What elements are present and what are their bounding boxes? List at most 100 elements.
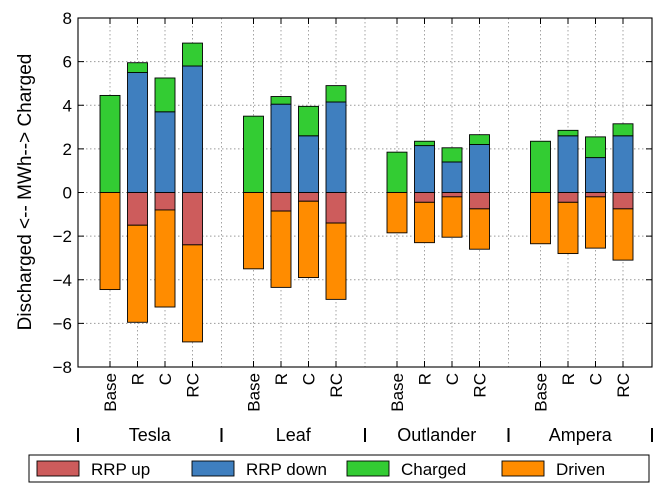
bar-driven — [127, 224, 148, 323]
x-tick-label: Base — [532, 373, 551, 412]
x-tick-label: Base — [101, 373, 120, 412]
bar-rrp-down — [612, 135, 634, 193]
y-tick-label: −4 — [53, 271, 72, 290]
bar-charged — [557, 129, 579, 137]
bar-driven — [386, 192, 408, 234]
bar-driven — [325, 222, 347, 300]
legend-label: Driven — [556, 460, 605, 479]
bar-driven — [99, 192, 121, 291]
y-tick-label: 8 — [63, 9, 72, 28]
legend: RRP up RRP down Charged Driven — [28, 454, 650, 483]
bar-driven — [585, 196, 606, 249]
bars — [99, 42, 634, 343]
bar-rrp-up — [182, 192, 203, 246]
x-tick-label: Base — [245, 373, 264, 412]
x-tick-label: C — [300, 373, 319, 385]
bar-rrp-up — [325, 192, 347, 224]
bar-rrp-up — [612, 192, 634, 210]
y-tick-label: 2 — [63, 140, 72, 159]
x-tick-label: RC — [184, 373, 203, 398]
bar-charged — [585, 136, 606, 159]
legend-frame — [28, 454, 650, 483]
bar-charged — [414, 140, 435, 147]
y-tick-label: 0 — [63, 184, 72, 203]
y-tick-label: 4 — [63, 96, 72, 115]
y-tick-label: 6 — [63, 53, 72, 72]
bar-driven — [469, 208, 490, 250]
x-tick-label: RC — [471, 373, 490, 398]
x-tick-label: Base — [388, 373, 407, 412]
x-tick-label: C — [443, 373, 462, 385]
bar-rrp-up — [298, 192, 319, 202]
bar-charged — [154, 77, 176, 113]
bar-charged — [612, 123, 634, 137]
x-tick-label: RC — [327, 373, 346, 398]
bar-rrp-up — [557, 192, 579, 203]
bar-driven — [182, 244, 203, 343]
group-label: Tesla — [129, 425, 172, 445]
group-label: Leaf — [276, 425, 312, 445]
bar-rrp-up — [441, 192, 463, 198]
bar-rrp-up — [127, 192, 148, 226]
y-tick-label: −6 — [53, 314, 72, 333]
bar-driven — [414, 201, 435, 244]
y-tick-label: −2 — [53, 227, 72, 246]
bar-rrp-down — [182, 65, 203, 193]
x-tick-label: C — [156, 373, 175, 385]
bar-rrp-up — [154, 192, 176, 211]
group-label: Outlander — [397, 425, 476, 445]
legend-label: Charged — [401, 460, 466, 479]
legend-swatch — [36, 460, 80, 477]
bar-driven — [154, 209, 176, 308]
bar-charged — [325, 85, 347, 103]
x-tick-label: R — [129, 373, 148, 385]
bar-driven — [612, 208, 634, 261]
bar-driven — [557, 201, 579, 255]
legend-swatch — [191, 460, 235, 477]
legend-swatch — [501, 460, 545, 477]
y-axis-label: Discharged <-- MWh--> Charged — [15, 54, 36, 331]
bar-driven — [298, 200, 319, 279]
legend-label: RRP up — [91, 460, 150, 479]
bar-driven — [530, 192, 551, 245]
bar-charged — [386, 151, 408, 193]
group-label: Ampera — [549, 425, 613, 445]
bar-charged — [243, 115, 264, 193]
bar-charged — [469, 134, 490, 145]
bar-rrp-up — [585, 192, 606, 198]
bar-rrp-down — [127, 72, 148, 193]
bar-rrp-up — [270, 192, 292, 212]
bar-rrp-down — [298, 135, 319, 193]
legend-label: RRP down — [246, 460, 327, 479]
bar-rrp-down — [557, 135, 579, 193]
bar-rrp-down — [414, 145, 435, 193]
bar-rrp-down — [441, 161, 463, 193]
bar-charged — [99, 94, 121, 193]
x-tick-label: C — [587, 373, 606, 385]
legend-swatch — [346, 460, 390, 477]
bar-charged — [298, 105, 319, 137]
y-tick-label: −8 — [53, 358, 72, 377]
bar-charged — [270, 96, 292, 105]
x-tick-label: RC — [614, 373, 633, 398]
x-tick-label: R — [272, 373, 291, 385]
bar-rrp-down — [325, 101, 347, 193]
bar-rrp-up — [469, 192, 490, 210]
bar-rrp-down — [469, 144, 490, 193]
bar-charged — [441, 147, 463, 163]
bar-driven — [441, 196, 463, 238]
bar-rrp-down — [154, 111, 176, 193]
bar-charged — [530, 140, 551, 193]
bar-rrp-down — [270, 103, 292, 193]
bar-rrp-down — [585, 157, 606, 193]
bar-charged — [127, 62, 148, 73]
x-tick-label: R — [559, 373, 578, 385]
bar-charged — [182, 42, 203, 67]
bar-rrp-up — [414, 192, 435, 203]
x-tick-label: R — [416, 373, 435, 385]
bar-driven — [270, 210, 292, 288]
bar-driven — [243, 192, 264, 270]
